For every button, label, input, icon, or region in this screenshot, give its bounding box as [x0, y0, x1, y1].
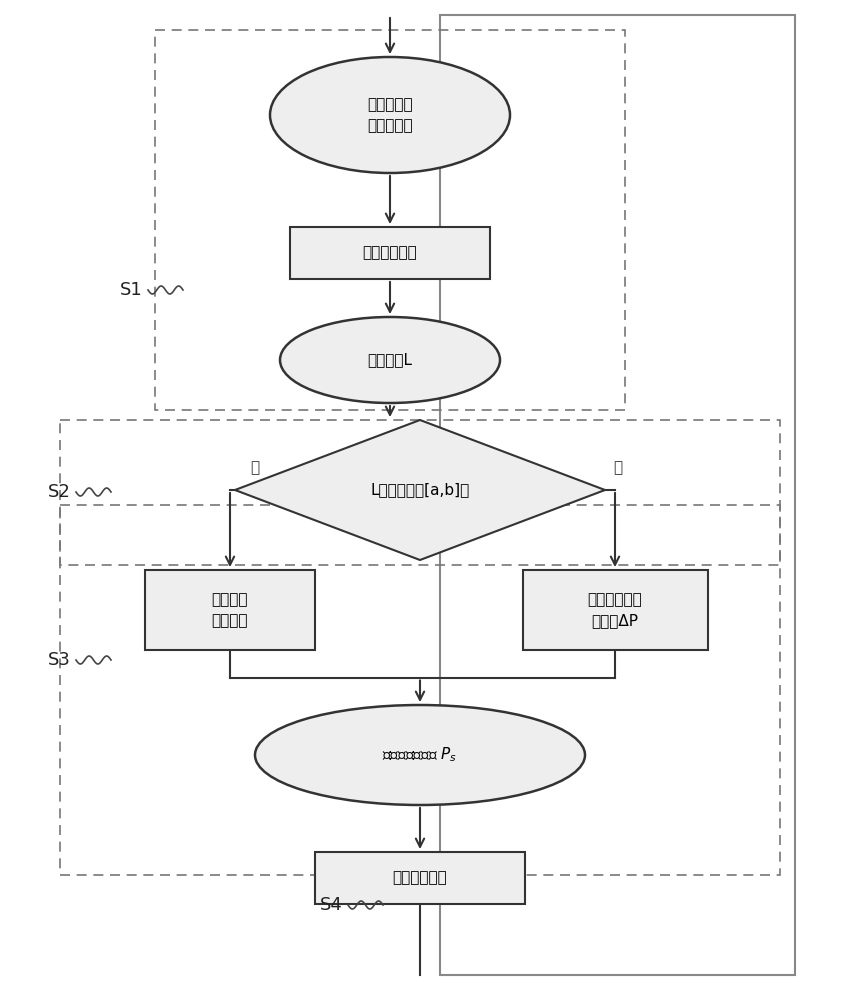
Text: 激光功率
保持不变: 激光功率 保持不变 [212, 592, 248, 628]
Bar [60, 420, 780, 565]
Text: S4: S4 [320, 896, 343, 914]
Polygon shape [235, 420, 605, 560]
Text: 光电探测器
获得的信号: 光电探测器 获得的信号 [368, 97, 413, 133]
Text: 是: 是 [250, 460, 260, 476]
Bar [440, 15, 795, 975]
Text: S3: S3 [48, 651, 71, 669]
Bar [60, 505, 780, 875]
Bar [523, 570, 707, 650]
Text: 否: 否 [614, 460, 623, 476]
Bar [315, 852, 525, 904]
Text: 激光功率目标值 $P_s$: 激光功率目标值 $P_s$ [383, 746, 458, 764]
Text: S2: S2 [48, 483, 71, 501]
Ellipse shape [255, 705, 585, 805]
Bar [145, 570, 315, 650]
Bar [290, 227, 490, 279]
Text: 计算激光功率
调整值ΔP: 计算激光功率 调整值ΔP [588, 592, 642, 628]
Ellipse shape [280, 317, 500, 403]
Text: 设置激光功率: 设置激光功率 [393, 870, 448, 886]
Text: 计算亮度信息: 计算亮度信息 [362, 245, 417, 260]
Text: 亮度信息L: 亮度信息L [368, 353, 412, 367]
Bar [155, 30, 625, 410]
Ellipse shape [270, 57, 510, 173]
Text: L在合理范围[a,b]内: L在合理范围[a,b]内 [370, 483, 470, 497]
Text: S1: S1 [120, 281, 142, 299]
